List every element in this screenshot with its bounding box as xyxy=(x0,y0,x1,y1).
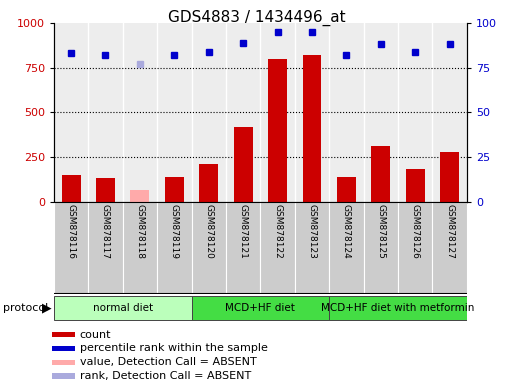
Bar xyxy=(364,202,398,294)
Text: GSM878121: GSM878121 xyxy=(239,204,248,259)
Bar xyxy=(130,190,149,202)
Bar xyxy=(260,202,295,294)
Bar xyxy=(260,23,295,202)
Bar xyxy=(157,23,191,202)
Bar xyxy=(199,164,218,202)
Text: GSM878125: GSM878125 xyxy=(377,204,385,259)
Bar xyxy=(234,127,252,202)
Text: percentile rank within the sample: percentile rank within the sample xyxy=(80,343,267,353)
Bar xyxy=(432,23,467,202)
Bar xyxy=(364,23,398,202)
Text: normal diet: normal diet xyxy=(93,303,153,313)
Text: rank, Detection Call = ABSENT: rank, Detection Call = ABSENT xyxy=(80,371,251,381)
Bar xyxy=(406,169,425,202)
Text: MCD+HF diet: MCD+HF diet xyxy=(225,303,295,313)
Text: count: count xyxy=(80,329,111,339)
Bar xyxy=(337,177,356,202)
Bar xyxy=(329,23,364,202)
Bar xyxy=(52,359,75,365)
Text: GDS4883 / 1434496_at: GDS4883 / 1434496_at xyxy=(168,10,345,26)
Bar xyxy=(88,23,123,202)
Bar xyxy=(123,23,157,202)
Bar xyxy=(165,177,184,202)
Bar xyxy=(440,152,459,202)
Bar xyxy=(54,296,191,320)
Bar xyxy=(123,202,157,294)
Text: protocol: protocol xyxy=(3,303,48,313)
Bar xyxy=(62,175,81,202)
Bar xyxy=(88,202,123,294)
Text: GSM878118: GSM878118 xyxy=(135,204,144,259)
Bar xyxy=(398,23,432,202)
Bar xyxy=(303,55,322,202)
Text: GSM878126: GSM878126 xyxy=(411,204,420,259)
Text: GSM878116: GSM878116 xyxy=(67,204,75,259)
Text: GSM878124: GSM878124 xyxy=(342,204,351,259)
Text: GSM878119: GSM878119 xyxy=(170,204,179,259)
Text: GSM878120: GSM878120 xyxy=(204,204,213,259)
Bar xyxy=(329,296,467,320)
Bar xyxy=(398,202,432,294)
Text: ▶: ▶ xyxy=(42,302,51,314)
Bar xyxy=(52,374,75,379)
Bar xyxy=(226,23,260,202)
Bar xyxy=(52,332,75,337)
Bar xyxy=(295,23,329,202)
Bar xyxy=(371,146,390,202)
Text: GSM878117: GSM878117 xyxy=(101,204,110,259)
Bar xyxy=(191,296,329,320)
Bar xyxy=(191,202,226,294)
Bar xyxy=(295,202,329,294)
Text: GSM878123: GSM878123 xyxy=(307,204,317,259)
Bar xyxy=(432,202,467,294)
Text: GSM878127: GSM878127 xyxy=(445,204,454,259)
Bar xyxy=(268,59,287,202)
Bar xyxy=(226,202,260,294)
Text: MCD+HF diet with metformin: MCD+HF diet with metformin xyxy=(321,303,475,313)
Bar xyxy=(157,202,191,294)
Bar xyxy=(329,202,364,294)
Bar xyxy=(191,23,226,202)
Bar xyxy=(54,202,88,294)
Bar xyxy=(96,179,115,202)
Bar xyxy=(54,23,88,202)
Bar xyxy=(52,346,75,351)
Text: GSM878122: GSM878122 xyxy=(273,204,282,259)
Text: value, Detection Call = ABSENT: value, Detection Call = ABSENT xyxy=(80,358,256,367)
